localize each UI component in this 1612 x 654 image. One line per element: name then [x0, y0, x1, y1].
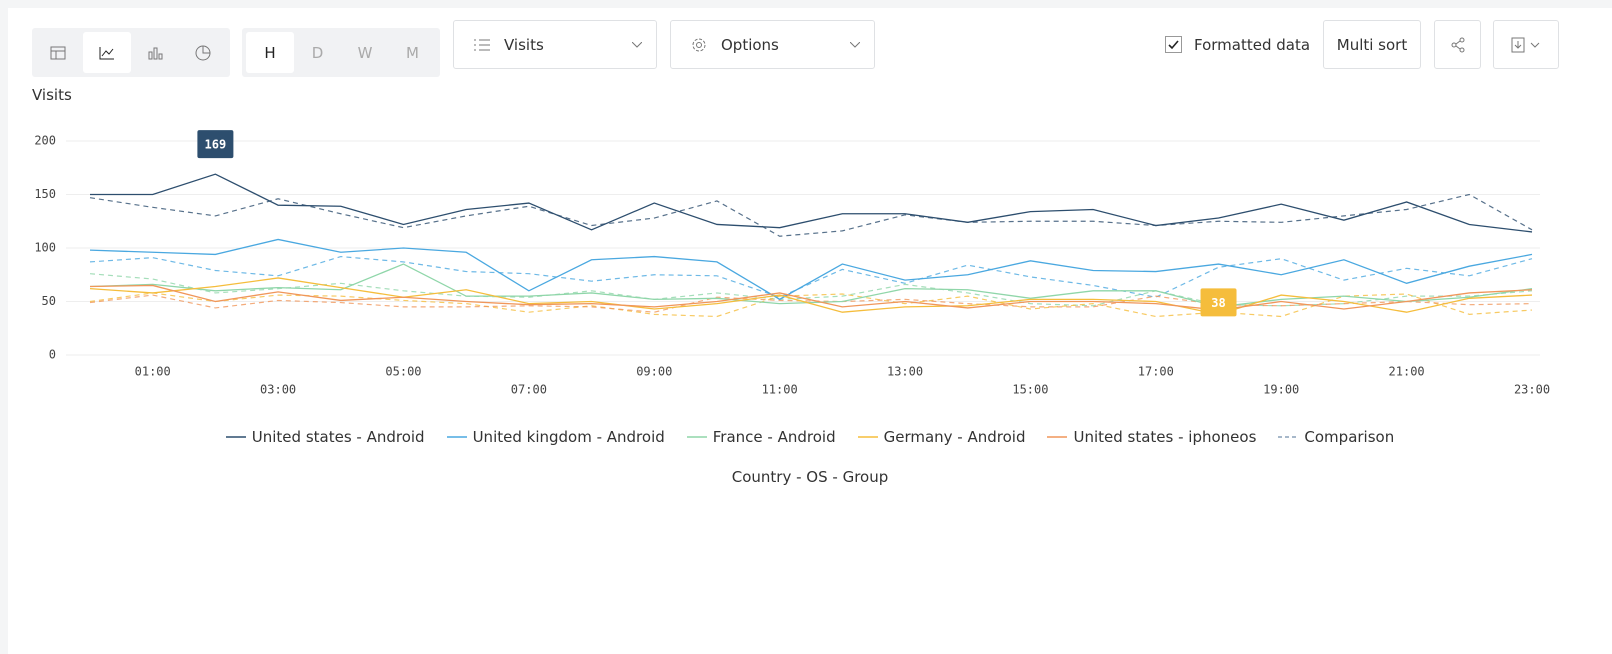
legend-label: Germany - Android: [883, 428, 1026, 446]
legend: United states - Android United kingdom - …: [8, 428, 1612, 446]
series-line: [90, 173, 1533, 233]
x-tick-label: 09:00: [636, 365, 672, 379]
legend-item: Comparison: [1278, 428, 1394, 446]
x-tick-label: 19:00: [1263, 383, 1299, 397]
metric-label: Visits: [504, 35, 544, 54]
formatted-data-label: Formatted data: [1194, 36, 1311, 54]
y-axis-title: Visits: [32, 86, 72, 104]
chevron: [632, 41, 642, 48]
y-tick-label: 200: [34, 134, 56, 148]
gear-icon: [692, 38, 706, 51]
checkmark: [1168, 40, 1179, 50]
legend-label: Comparison: [1304, 428, 1395, 446]
x-tick-label: 03:00: [260, 383, 296, 397]
x-tick-label: 13:00: [887, 365, 923, 379]
legend-label: United states - Android: [251, 428, 425, 446]
legend-swatch: [1278, 436, 1299, 438]
x-tick-label: 17:00: [1138, 365, 1174, 379]
granularity-button[interactable]: D: [311, 43, 324, 62]
chart: 0 50 100 150 200 01:00 03:00 05:00 07:00 09:00 11:…: [34, 130, 1550, 397]
legend-label: United states - iphoneos: [1073, 428, 1257, 446]
x-tick-label: 05:00: [385, 365, 421, 379]
legend-label: United kingdom - Android: [472, 428, 665, 446]
x-tick-label: 21:00: [1389, 365, 1425, 379]
legend-item: Germany - Android: [857, 428, 1026, 446]
series-line: [89, 263, 1533, 308]
comparison-line: [89, 193, 1533, 237]
multi-sort-button[interactable]: Multi sort: [1323, 20, 1421, 69]
granularity-button[interactable]: H: [246, 32, 294, 73]
options-dropdown[interactable]: Options: [670, 20, 875, 69]
view-group: [32, 28, 230, 77]
options-label: Options: [721, 35, 779, 54]
x-tick-label: 11:00: [762, 383, 798, 397]
x-tick-label: 15:00: [1012, 383, 1048, 397]
legend-swatch: [446, 436, 467, 438]
share-button[interactable]: [1434, 20, 1481, 69]
y-tick-label: 100: [34, 241, 56, 255]
granularity-button[interactable]: W: [357, 43, 373, 62]
comparison-line: [89, 294, 1533, 313]
tooltip-value: 169: [205, 138, 227, 152]
granularity-button[interactable]: M: [406, 43, 419, 62]
legend-item: United kingdom - Android: [446, 428, 665, 446]
table-view[interactable]: [34, 32, 82, 73]
line-view[interactable]: [83, 32, 131, 73]
chevron: [850, 41, 860, 48]
x-tick-label: 07:00: [511, 383, 547, 397]
checkbox[interactable]: [1165, 36, 1183, 54]
y-tick-label: 0: [49, 348, 56, 362]
comparison-line: [89, 255, 1533, 298]
legend-item: France - Android: [686, 428, 836, 446]
legend-swatch: [857, 436, 878, 438]
x-tick-label: 01:00: [135, 365, 171, 379]
tooltip-box: [1200, 288, 1237, 317]
x-tick-label: 23:00: [1514, 383, 1550, 397]
export-button[interactable]: [1493, 20, 1559, 69]
formatted-data-toggle[interactable]: Formatted data: [1165, 36, 1310, 54]
bar-view[interactable]: [131, 32, 179, 73]
multi-sort-label: Multi sort: [1336, 35, 1408, 54]
metric-dropdown[interactable]: Visits: [453, 20, 657, 69]
tooltip-box: [197, 130, 234, 159]
legend-label: France - Android: [712, 428, 836, 446]
legend-swatch: [1047, 436, 1068, 438]
pie-view[interactable]: [179, 32, 227, 73]
legend-item: United states - iphoneos: [1047, 428, 1256, 446]
legend-title: Country - OS - Group: [731, 468, 889, 486]
list-icon: [474, 39, 490, 50]
tooltip-value: 38: [1211, 296, 1225, 310]
legend-swatch: [225, 436, 246, 438]
y-tick-label: 50: [42, 294, 56, 308]
series-line: [89, 284, 1533, 311]
y-tick-label: 150: [34, 187, 56, 201]
legend-item: United states - Android: [225, 428, 425, 446]
series-line: [89, 238, 1533, 301]
series-line: [89, 277, 1533, 316]
legend-swatch: [686, 436, 707, 438]
